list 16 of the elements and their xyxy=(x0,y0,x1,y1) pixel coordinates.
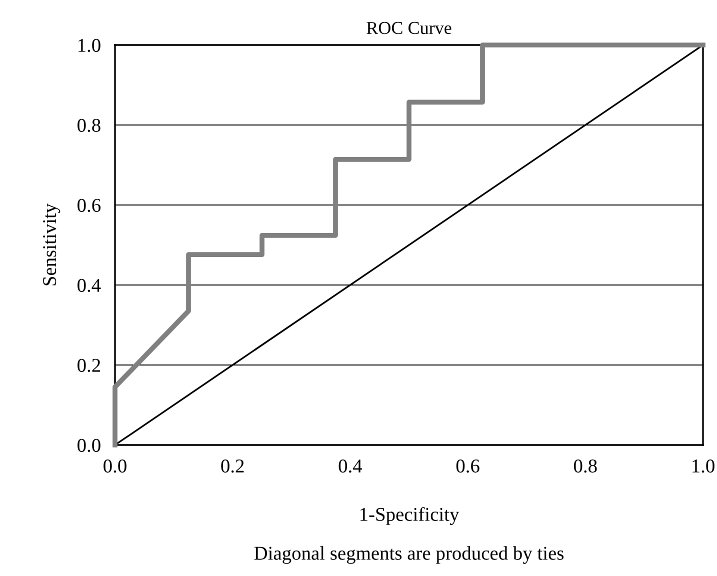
x-tick-label: 0.4 xyxy=(338,459,362,473)
x-tick-label: 0.6 xyxy=(456,459,480,473)
y-tick-label: 0.4 xyxy=(78,278,101,292)
chart-title: ROC Curve xyxy=(366,22,452,34)
y-tick-label: 0.0 xyxy=(78,438,100,452)
x-tick-label: 1.0 xyxy=(692,459,714,473)
x-axis-title: 1-Specificity xyxy=(360,507,460,525)
x-tick-label: 0.2 xyxy=(221,459,244,473)
y-axis-title: Sensitivity xyxy=(43,203,60,286)
x-tick-label: 0.8 xyxy=(574,459,597,473)
y-tick-label: 0.6 xyxy=(78,198,101,212)
y-tick-label: 0.8 xyxy=(78,118,100,132)
y-tick-label: 0.2 xyxy=(78,358,100,372)
y-tick-label: 1.0 xyxy=(78,38,100,52)
x-tick-label: 0.0 xyxy=(104,459,126,473)
text: Diagonal segments are produced by ties xyxy=(254,546,564,564)
